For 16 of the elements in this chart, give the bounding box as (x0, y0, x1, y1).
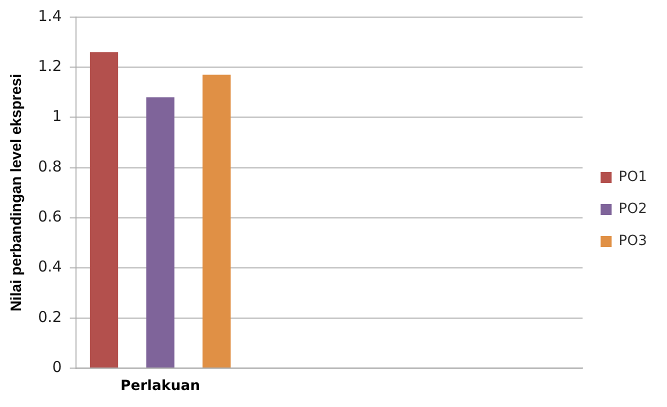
y-tick-label: 1.4 (38, 6, 62, 25)
y-tick-label: 0 (52, 358, 62, 376)
legend-label: PO3 (618, 233, 648, 250)
legend-label: PO2 (618, 201, 648, 218)
y-tick-label: 0.6 (38, 208, 62, 226)
legend-label: PO1 (618, 169, 648, 186)
bar (202, 74, 231, 368)
y-tick-label: 1.2 (38, 57, 62, 76)
y-tick-label: 0.4 (38, 258, 62, 276)
y-tick-label: 0.2 (38, 308, 62, 326)
bar (90, 52, 118, 368)
y-tick-label: 0.8 (38, 157, 62, 176)
bar (146, 97, 174, 368)
y-axis-title: Nilai perbandingan level ekspresi (8, 74, 26, 312)
x-tick-label: Perlakuan (120, 378, 200, 394)
y-tick-label: 1 (52, 107, 62, 126)
